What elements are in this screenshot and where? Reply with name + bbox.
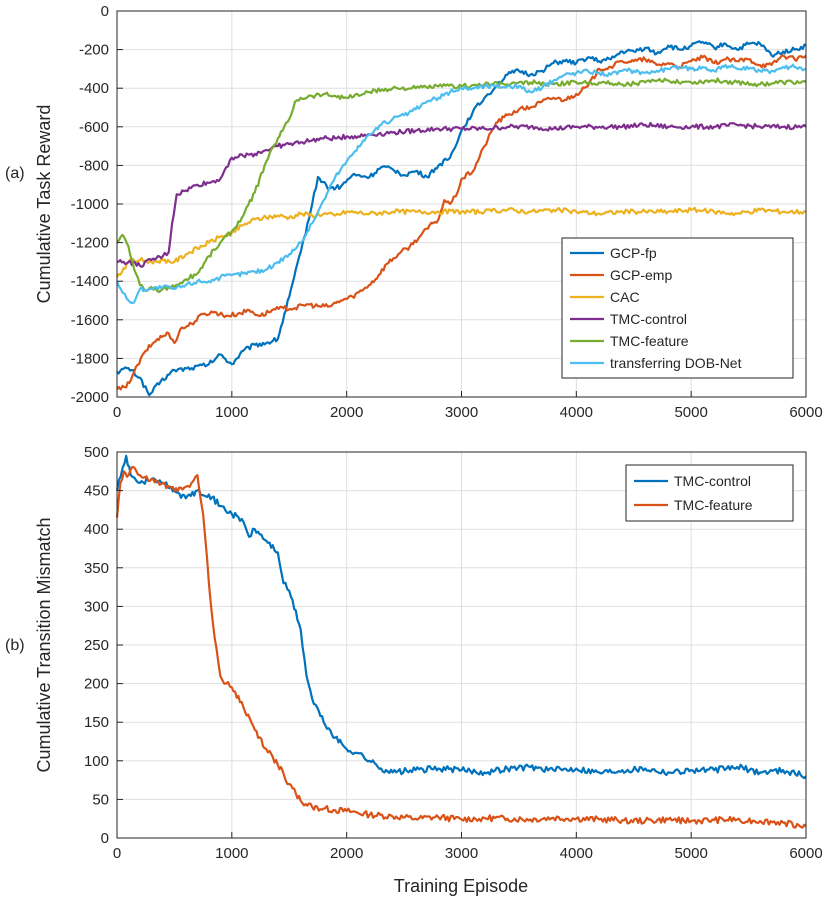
reward-x-tick-label: 6000 [789,404,822,421]
reward-y-tick-label: -1400 [71,273,109,290]
mismatch-x-tick-label: 4000 [560,845,593,862]
reward-y-tick-label: -400 [79,80,109,97]
mismatch-y-tick-label: 250 [84,637,109,654]
reward-y-tick-label: -800 [79,157,109,174]
reward-x-tick-label: 4000 [560,404,593,421]
mismatch-y-axis-label: Cumulative Transition Mismatch [34,517,54,772]
mismatch-x-tick-label: 3000 [445,845,478,862]
reward-y-tick-label: -600 [79,119,109,136]
legend-label: GCP-fp [610,245,657,261]
mismatch-x-tick-label: 0 [113,845,121,862]
reward-x-tick-label: 1000 [215,404,248,421]
legend-label: GCP-emp [610,267,672,283]
mismatch-x-tick-label: 6000 [789,845,822,862]
mismatch-chart: 0 1000 2000 3000 4000 5000 6000 0 50 100 150 200 250… [5,444,823,896]
reward-chart: 0 1000 2000 3000 4000 5000 6000 0 -200 -400 -600 -8… [5,3,823,421]
mismatch-y-tick-label: 500 [84,444,109,461]
legend-label: CAC [610,289,640,305]
reward-y-tick-label: -1600 [71,312,109,329]
panel-label-a: (a) [5,165,25,182]
mismatch-y-tick-label: 350 [84,560,109,577]
reward-y-tick-label: 0 [101,3,109,20]
legend-label: TMC-feature [610,333,689,349]
legend-label: TMC-control [674,473,751,489]
mismatch-x-tick-label: 5000 [674,845,707,862]
legend-label: transferring DOB-Net [610,355,742,371]
mismatch-legend-box [625,464,794,522]
mismatch-y-tick-label: 0 [101,830,109,847]
mismatch-y-tick-label: 200 [84,676,109,693]
mismatch-series-tmc-feature [115,465,807,829]
panel-label-b: (b) [5,637,25,654]
mismatch-series-tmc-control [115,454,807,780]
mismatch-y-tick-label: 100 [84,753,109,770]
reward-y-axis-label: Cumulative Task Reward [34,105,54,304]
mismatch-y-tick-label: 450 [84,483,109,500]
mismatch-x-tick-label: 1000 [215,845,248,862]
mismatch-y-tick-label: 150 [84,714,109,731]
reward-legend-box [561,237,794,379]
reward-y-tick-label: -1200 [71,235,109,252]
reward-plot-frame [116,10,807,398]
reward-y-tick-label: -1800 [71,350,109,367]
reward-series-gcp-emp [116,54,807,391]
x-axis-label: Training Episode [394,876,528,896]
mismatch-x-tick-label: 2000 [330,845,363,862]
mismatch-y-tick-label: 300 [84,598,109,615]
mismatch-y-tick-label: 400 [84,521,109,538]
mismatch-plot-frame [116,451,807,839]
reward-series-tmc-control [116,121,807,268]
reward-x-tick-label: 5000 [674,404,707,421]
reward-y-tick-label: -1000 [71,196,109,213]
reward-series-transferring-dob-net [115,63,807,305]
legend-label: TMC-feature [674,497,753,513]
reward-x-tick-label: 3000 [445,404,478,421]
reward-y-tick-label: -2000 [71,389,109,406]
reward-x-tick-label: 2000 [330,404,363,421]
legend-label: TMC-control [610,311,687,327]
reward-legend: GCP-fp GCP-emp CAC TMC-control TMC-feature tr… [561,237,794,379]
reward-x-tick-label: 0 [113,404,121,421]
mismatch-legend: TMC-control TMC-feature [625,464,794,522]
reward-series-tmc-feature [116,77,807,294]
mismatch-y-tick-label: 50 [92,791,109,808]
reward-y-tick-label: -200 [79,42,109,59]
